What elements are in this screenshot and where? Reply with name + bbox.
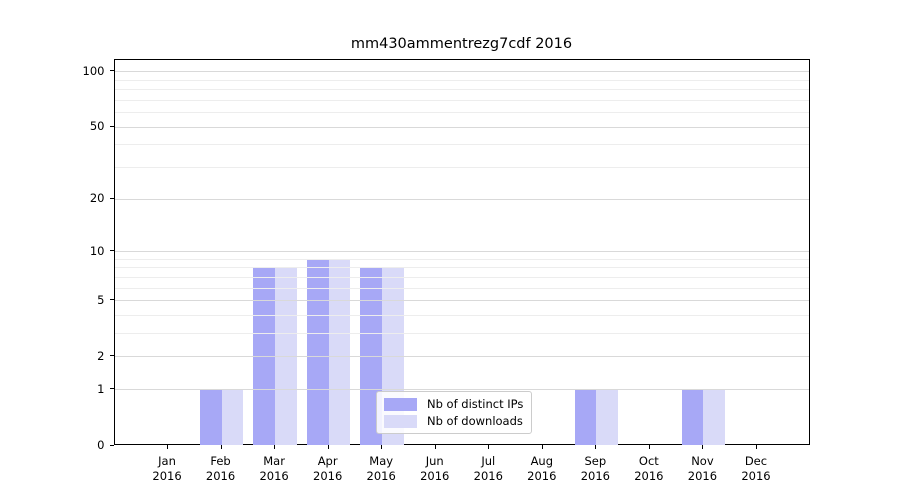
y-tick-label-20: 20 — [89, 191, 105, 206]
y-tick-label-0: 0 — [97, 438, 105, 452]
gridline-major-10 — [114, 251, 809, 253]
x-tick-mark-oct-2016 — [648, 444, 650, 449]
gridline-minor-6 — [114, 287, 809, 289]
bar-nb-of-downloads-sep-2016 — [596, 389, 619, 446]
x-tick-label-dec-2016: Dec 2016 — [741, 453, 771, 484]
x-tick-label-oct-2016: Oct 2016 — [634, 453, 664, 484]
bar-nb-of-distinct-ips-mar-2016 — [253, 267, 276, 446]
gridline-minor-60 — [114, 112, 809, 114]
y-tick-mark-10 — [109, 250, 114, 252]
chart-title: mm430ammentrezg7cdf 2016 — [350, 36, 573, 52]
x-tick-label-jan-2016: Jan 2016 — [152, 453, 182, 484]
x-tick-mark-may-2016 — [381, 444, 383, 449]
x-tick-label-jul-2016: Jul 2016 — [473, 453, 503, 484]
bar-nb-of-distinct-ips-apr-2016 — [306, 258, 329, 446]
bar-nb-of-downloads-apr-2016 — [328, 258, 351, 446]
plot-area — [113, 59, 810, 446]
x-tick-mark-apr-2016 — [327, 444, 329, 449]
x-tick-label-mar-2016: Mar 2016 — [259, 453, 289, 484]
x-tick-mark-jun-2016 — [434, 444, 436, 449]
legend-item-distinct-ips: Nb of distinct IPs — [384, 397, 523, 411]
legend-swatch-distinct-ips — [384, 397, 417, 411]
bar-nb-of-distinct-ips-nov-2016 — [681, 389, 704, 446]
gridline-minor-7 — [114, 276, 809, 278]
x-tick-mark-dec-2016 — [755, 444, 757, 449]
y-tick-mark-0 — [109, 444, 114, 446]
x-tick-mark-sep-2016 — [595, 444, 597, 449]
gridline-major-20 — [114, 198, 809, 200]
gridline-minor-4 — [114, 314, 809, 316]
y-tick-label-2: 2 — [97, 348, 105, 363]
y-tick-mark-100 — [109, 70, 114, 72]
y-tick-mark-2 — [109, 355, 114, 357]
y-tick-label-50: 50 — [89, 119, 105, 134]
y-tick-mark-20 — [109, 197, 114, 199]
y-tick-label-100: 100 — [82, 63, 105, 78]
bar-nb-of-downloads-mar-2016 — [275, 267, 297, 446]
gridline-minor-80 — [114, 89, 809, 91]
y-tick-mark-5 — [109, 299, 114, 301]
gridline-major-1 — [114, 389, 809, 391]
x-tick-label-nov-2016: Nov 2016 — [687, 453, 718, 484]
y-tick-label-5: 5 — [97, 292, 105, 307]
gridline-major-100 — [114, 71, 809, 73]
x-tick-label-sep-2016: Sep 2016 — [580, 453, 610, 484]
legend-label-downloads: Nb of downloads — [427, 414, 523, 428]
gridline-major-50 — [114, 126, 809, 128]
gridline-minor-8 — [114, 267, 809, 269]
x-tick-label-aug-2016: Aug 2016 — [527, 453, 557, 484]
legend: Nb of distinct IPs Nb of downloads — [376, 391, 533, 434]
y-tick-mark-1 — [109, 388, 114, 390]
gridline-minor-70 — [114, 99, 809, 101]
gridline-minor-3 — [114, 333, 809, 335]
x-tick-label-jun-2016: Jun 2016 — [420, 453, 450, 484]
gridline-major-5 — [114, 300, 809, 302]
x-tick-label-apr-2016: Apr 2016 — [313, 453, 343, 484]
bar-nb-of-downloads-feb-2016 — [221, 389, 244, 446]
x-tick-label-may-2016: May 2016 — [366, 453, 396, 484]
legend-swatch-downloads — [384, 414, 417, 428]
x-tick-mark-jan-2016 — [167, 444, 169, 449]
gridline-minor-90 — [114, 79, 809, 81]
x-tick-mark-jul-2016 — [488, 444, 490, 449]
y-tick-mark-50 — [109, 125, 114, 127]
legend-label-distinct-ips: Nb of distinct IPs — [427, 397, 524, 411]
y-tick-label-10: 10 — [89, 243, 105, 258]
gridline-minor-9 — [114, 258, 809, 260]
gridline-minor-40 — [114, 144, 809, 146]
y-tick-label-1: 1 — [97, 381, 105, 396]
x-tick-mark-nov-2016 — [702, 444, 704, 449]
x-tick-mark-mar-2016 — [274, 444, 276, 449]
gridline-minor-30 — [114, 167, 809, 168]
bar-nb-of-downloads-nov-2016 — [703, 389, 726, 446]
gridline-major-2 — [114, 356, 809, 358]
bar-nb-of-distinct-ips-feb-2016 — [199, 389, 222, 446]
x-tick-mark-feb-2016 — [220, 444, 222, 449]
x-tick-mark-aug-2016 — [541, 444, 543, 449]
legend-item-downloads: Nb of downloads — [384, 414, 523, 428]
x-tick-label-feb-2016: Feb 2016 — [205, 453, 236, 484]
bar-nb-of-distinct-ips-sep-2016 — [574, 389, 597, 446]
